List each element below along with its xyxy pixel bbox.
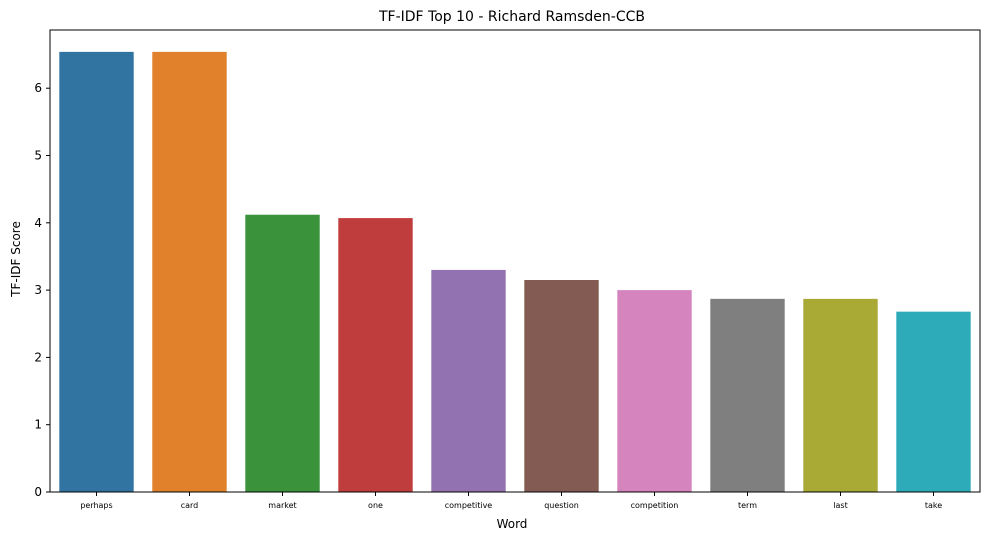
x-tick-label: one (368, 501, 383, 510)
y-tick-label: 3 (34, 283, 42, 297)
y-tick-label: 0 (34, 485, 42, 499)
plot-frame (49, 29, 981, 493)
bar-market (245, 214, 320, 492)
bar-last (803, 298, 878, 492)
y-tick-label: 5 (34, 149, 42, 163)
bar-take (896, 311, 971, 492)
x-tick-label: card (181, 501, 199, 510)
y-tick-label: 4 (34, 216, 42, 230)
chart-title: TF-IDF Top 10 - Richard Ramsden-CCB (378, 9, 645, 25)
y-tick-label: 1 (34, 418, 42, 432)
x-tick-label: market (268, 501, 296, 510)
x-tick-label: competitive (445, 501, 493, 510)
x-tick-label: question (544, 501, 579, 510)
x-tick-label: last (833, 501, 847, 510)
bar-competitive (431, 269, 506, 492)
x-tick-label: perhaps (80, 501, 112, 510)
y-tick-label: 6 (34, 81, 42, 95)
y-tick-label: 2 (34, 350, 42, 364)
x-tick-label: take (925, 501, 942, 510)
y-axis: 0 1 2 3 4 5 6 (34, 81, 50, 499)
x-axis: perhaps card market one competitive question c… (80, 492, 942, 510)
y-axis-label: TF-IDF Score (9, 221, 23, 298)
x-tick-label: competition (631, 501, 679, 510)
bar-competition (617, 290, 692, 492)
bar-one (338, 218, 413, 492)
bar-card (152, 51, 227, 492)
bar-question (524, 280, 599, 492)
bars-group (59, 51, 971, 492)
bar-perhaps (59, 51, 134, 492)
x-axis-label: Word (497, 517, 528, 531)
x-tick-label: term (738, 501, 757, 510)
bar-term (710, 298, 785, 492)
